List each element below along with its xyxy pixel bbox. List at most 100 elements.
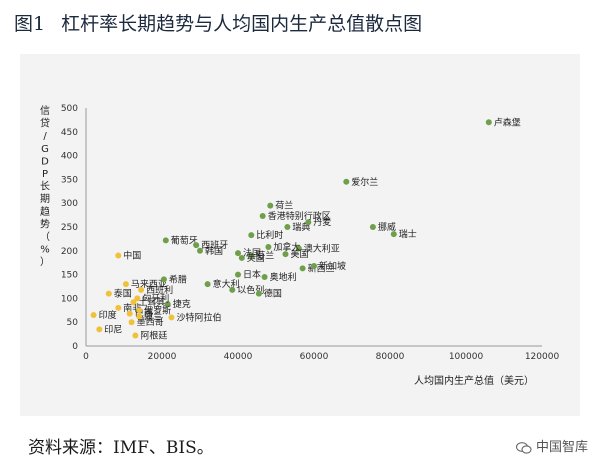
y-axis-title-char: 长: [40, 181, 50, 193]
y-axis-title-char: （: [40, 231, 50, 243]
point-label: 泰国: [114, 288, 132, 300]
y-axis-title-char: 贷: [40, 117, 50, 130]
scatter-point: [259, 213, 266, 220]
scatter-point: [299, 265, 306, 272]
scatter-point: [369, 224, 376, 230]
figure-number: 图1: [14, 13, 46, 35]
x-axis-title: 人均国内生产总值（美元）: [414, 374, 534, 387]
y-axis-title-char: 势: [40, 217, 50, 230]
figure-title-text: 杠杆率长期趋势与人均国内生产总值散点图: [61, 13, 423, 35]
scatter-point: [261, 273, 268, 280]
source-note: 资料来源：IMF、BIS。: [28, 438, 214, 458]
point-label: 土耳其: [139, 296, 166, 308]
scatter-point: [295, 245, 302, 252]
scatter-point: [235, 250, 241, 257]
point-label: 希腊: [169, 273, 187, 285]
scatter-point: [162, 237, 169, 244]
scatter-point: [197, 247, 203, 254]
scatter-point: [130, 299, 137, 306]
scatter-point: [311, 263, 317, 270]
point-label: 捷克: [173, 298, 191, 310]
scatter-point: [193, 242, 200, 249]
scatter-point: [128, 319, 135, 326]
point-label: 瑞士: [399, 228, 417, 240]
y-tick-label: 300: [61, 199, 78, 209]
y-tick-label: 350: [61, 175, 78, 185]
x-tick-label: 40000: [224, 352, 253, 362]
point-label: 加拿大: [273, 241, 300, 253]
scatter-point: [248, 232, 255, 239]
y-axis-title-char: D: [41, 156, 49, 167]
scatter-point: [284, 224, 291, 230]
point-label: 比利时: [256, 229, 283, 241]
y-tick-label: 450: [61, 128, 78, 138]
scatter-point: [115, 304, 122, 311]
scatter-chart: 0 20000 40000 60000 80000 100000 120000 0 50 100 1…: [40, 104, 560, 387]
point-label: 意大利: [213, 278, 240, 290]
scatter-point: [138, 286, 145, 293]
scatter-point: [126, 310, 133, 317]
point-label: 挪威: [378, 221, 396, 233]
y-tick-label: 400: [61, 152, 78, 162]
y-tick-label: 250: [61, 223, 78, 233]
scatter-point: [96, 326, 103, 333]
point-label: 卢森堡: [494, 116, 521, 128]
x-tick-label: 0: [83, 352, 89, 362]
scatter-point: [282, 251, 289, 258]
point-label: 芬兰: [256, 250, 274, 262]
point-label: 马来西亚: [131, 279, 167, 290]
y-tick-label: 500: [61, 104, 78, 114]
point-label: 韩国: [205, 245, 223, 257]
scatter-point: [160, 276, 167, 283]
scatter-point: [105, 290, 112, 297]
y-tick-label: 200: [61, 247, 78, 257]
scatter-point: [164, 301, 171, 308]
point-label: 新加坡: [319, 260, 346, 272]
point-label: 墨西哥: [137, 317, 164, 328]
y-axis-title-char: P: [42, 169, 48, 180]
scatter-point: [485, 119, 492, 126]
point-label: 奥地利: [270, 271, 297, 283]
x-tick-label: 20000: [148, 352, 177, 362]
scatter-point: [115, 252, 122, 259]
y-tick-label: 100: [61, 294, 78, 304]
point-label: 西班利: [146, 284, 173, 296]
scatter-point: [265, 243, 272, 250]
x-tick-label: 120000: [525, 352, 560, 362]
point-label: 沙特阿拉伯: [177, 311, 222, 323]
scatter-point: [132, 332, 139, 339]
y-axis-title-char: ）: [40, 256, 50, 268]
y-axis-title-char: %: [40, 245, 50, 256]
y-axis-title-char: 趋: [40, 205, 50, 218]
scatter-point: [168, 314, 175, 321]
point-label: 西班牙: [201, 239, 228, 251]
y-axis-title-char: 信: [40, 105, 50, 117]
y-axis-title-char: G: [41, 144, 49, 155]
scatter-point: [122, 281, 129, 288]
point-label: 巴西: [135, 309, 153, 320]
wechat-icon: [515, 441, 532, 454]
point-label: 英国: [247, 252, 265, 264]
x-tick-label: 100000: [449, 352, 484, 362]
scatter-point: [204, 281, 211, 288]
point-label: 阿根廷: [140, 330, 167, 342]
chart-panel: 0 20000 40000 60000 80000 100000 120000 0 50 100 1…: [20, 54, 580, 416]
scatter-point: [390, 231, 397, 238]
scatter-point: [343, 178, 350, 185]
y-tick-label: 150: [61, 271, 78, 281]
scatter-point: [238, 254, 245, 261]
y-tick-label: 0: [72, 342, 78, 352]
scatter-point: [136, 313, 143, 320]
x-tick-label: 80000: [376, 352, 405, 362]
scatter-point: [248, 252, 255, 259]
point-label: 日本: [243, 269, 261, 281]
y-axis-title-char: 期: [40, 193, 50, 205]
point-label: 匈牙利: [142, 292, 169, 304]
point-label: 俄罗斯: [144, 304, 171, 316]
point-label: 荷兰: [275, 200, 293, 212]
point-label: 美国: [291, 248, 309, 260]
scatter-point: [229, 286, 236, 293]
point-label: 德国: [264, 288, 282, 300]
y-axis-title-char: /: [43, 131, 47, 142]
scatter-point: [255, 290, 262, 297]
